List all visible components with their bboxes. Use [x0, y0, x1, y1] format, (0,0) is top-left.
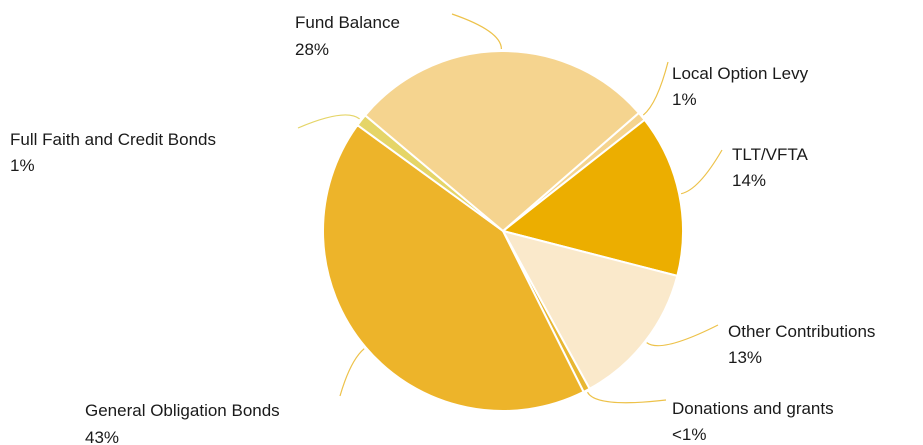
label-full-faith-credit-bonds-name: Full Faith and Credit Bonds — [10, 130, 216, 149]
leader-line-general-obligation-bonds — [339, 348, 365, 397]
leader-lines — [297, 13, 723, 404]
label-general-obligation-bonds-pct: 43% — [85, 428, 119, 445]
leader-line-other-contributions — [646, 324, 719, 347]
slice-general-obligation-bonds — [322, 124, 585, 412]
label-local-option-levy-name: Local Option Levy — [672, 64, 809, 83]
label-general-obligation-bonds-name: General Obligation Bonds — [85, 401, 280, 420]
label-other-contributions-name: Other Contributions — [728, 322, 875, 341]
label-full-faith-credit-bonds-pct: 1% — [10, 156, 35, 175]
label-donations-grants-pct: <1% — [672, 425, 707, 444]
slice-labels: Local Option Levy 1% TLT/VFTA 14% Other … — [10, 13, 875, 445]
leader-line-full-faith-and-credit-bonds — [297, 114, 360, 129]
label-fund-balance-pct: 28% — [295, 40, 329, 59]
leader-line-fund-balance — [451, 13, 502, 50]
label-other-contributions-pct: 13% — [728, 348, 762, 367]
label-local-option-levy-pct: 1% — [672, 90, 697, 109]
leader-line-tlt-vfta — [680, 149, 723, 195]
pie-slices — [322, 50, 684, 412]
label-donations-grants-name: Donations and grants — [672, 399, 834, 418]
leader-line-local-option-levy — [642, 61, 669, 116]
label-tlt-vfta-pct: 14% — [732, 171, 766, 190]
slice-other-contributions — [502, 230, 679, 390]
label-tlt-vfta-name: TLT/VFTA — [732, 145, 809, 164]
leader-line-donations-and-grants — [586, 391, 667, 404]
slice-tlt-vfta — [502, 118, 684, 277]
slice-fund-balance — [364, 50, 640, 232]
label-fund-balance-name: Fund Balance — [295, 13, 400, 32]
